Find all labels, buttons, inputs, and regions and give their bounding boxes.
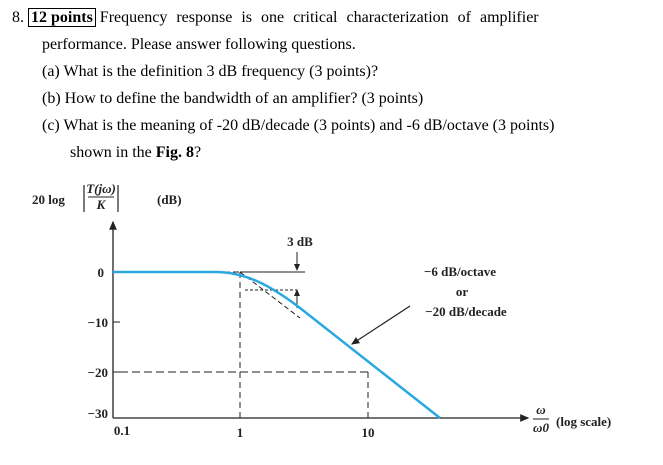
y-tick-label: −20 [88, 365, 108, 380]
sub-question: (a) What is the definition 3 dB frequenc… [42, 63, 379, 80]
points-box: 12 points [28, 8, 96, 27]
intro-text: performance. Please answer following que… [42, 36, 356, 53]
sub-question: (c) What is the meaning of -20 dB/decade… [42, 117, 555, 134]
y-label: 20 log [32, 192, 65, 207]
intro-text: Frequency response is one critical chara… [99, 9, 539, 26]
text: shown in the [70, 144, 156, 161]
x-tick-label: 1 [237, 425, 244, 440]
figure-ref: Fig. 8 [155, 144, 194, 161]
y-tick-label: −30 [88, 406, 108, 421]
y-tick-label: 0 [98, 265, 105, 280]
annotation: or [456, 284, 469, 299]
y-label-num: T(jω) [86, 181, 116, 196]
x-label-num: ω [536, 402, 545, 417]
question-number: 8. [12, 9, 24, 26]
text: ? [194, 144, 202, 161]
annotation: −6 dB/octave [424, 264, 496, 279]
x-label-scale: (log scale) [556, 414, 611, 429]
annotation: −20 dB/decade [425, 304, 507, 319]
x-tick-label: 0.1 [114, 423, 130, 438]
sub-question-cont: shown in the Fig. 8? [70, 143, 201, 163]
x-tick-label: 10 [362, 425, 375, 440]
sub-question: (b) How to define the bandwidth of an am… [42, 90, 424, 107]
y-label-den: K [96, 197, 107, 212]
x-label-den: ω0 [533, 420, 549, 435]
y-unit: (dB) [157, 192, 182, 207]
question-line: 8. 12 points Frequency response is one c… [12, 8, 539, 28]
annotation: 3 dB [287, 234, 313, 249]
y-tick-label: −10 [88, 315, 108, 330]
